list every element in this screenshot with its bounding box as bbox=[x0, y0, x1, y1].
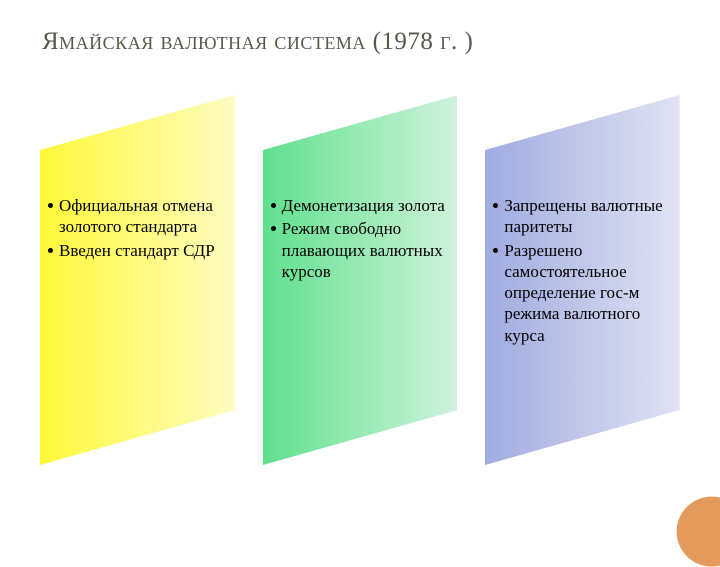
slide-title: Ямайская валютная система (1978 г. ) bbox=[42, 28, 473, 56]
panel-2-text: Демонетизация золота Режим свободно плав… bbox=[271, 195, 450, 284]
panels-container: Официальная отмена золотого стандарта Вв… bbox=[40, 95, 680, 465]
panel-1: Официальная отмена золотого стандарта Вв… bbox=[40, 95, 235, 465]
bullet-icon bbox=[271, 203, 276, 208]
panel-3-text: Запрещены валютные паритеты Разрешено са… bbox=[493, 195, 672, 348]
bullet-icon bbox=[48, 203, 53, 208]
bullet-text: Демонетизация золота bbox=[282, 195, 450, 216]
bullet-text: Запрещены валютные паритеты bbox=[504, 195, 672, 238]
panel-1-text: Официальная отмена золотого стандарта Вв… bbox=[48, 195, 227, 263]
panel-1-shape bbox=[40, 95, 235, 465]
list-item: Официальная отмена золотого стандарта bbox=[48, 195, 227, 238]
bullet-text: Официальная отмена золотого стандарта bbox=[59, 195, 227, 238]
panel-3: Запрещены валютные паритеты Разрешено са… bbox=[485, 95, 680, 465]
bullet-icon bbox=[493, 203, 498, 208]
list-item: Запрещены валютные паритеты bbox=[493, 195, 672, 238]
list-item: Демонетизация золота bbox=[271, 195, 450, 216]
panel-2: Демонетизация золота Режим свободно плав… bbox=[263, 95, 458, 465]
list-item: Режим свободно плавающих валютных курсов bbox=[271, 218, 450, 282]
bullet-text: Режим свободно плавающих валютных курсов bbox=[282, 218, 450, 282]
bullet-icon bbox=[48, 248, 53, 253]
bullet-text: Разрешено самостоятельное определение го… bbox=[504, 240, 672, 346]
accent-circle-icon bbox=[677, 497, 720, 567]
list-item: Разрешено самостоятельное определение го… bbox=[493, 240, 672, 346]
bullet-text: Введен стандарт СДР bbox=[59, 240, 227, 261]
bullet-icon bbox=[493, 248, 498, 253]
list-item: Введен стандарт СДР bbox=[48, 240, 227, 261]
bullet-icon bbox=[271, 226, 276, 231]
